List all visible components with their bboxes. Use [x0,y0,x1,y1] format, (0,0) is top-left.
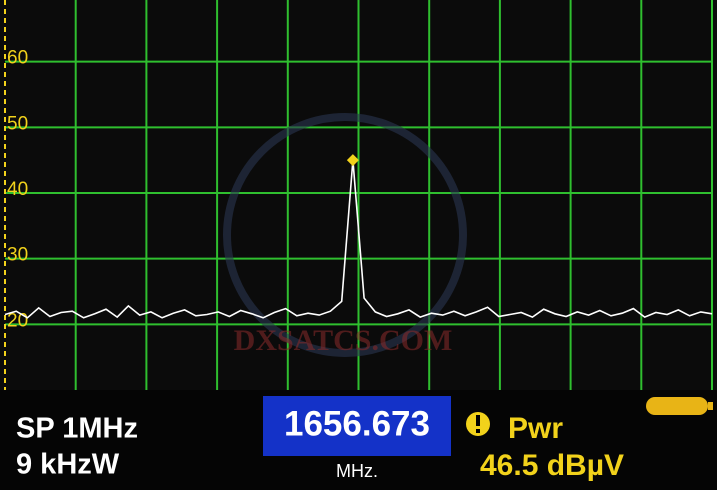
watermark-logo [223,113,467,357]
y-tick-label: 60 [7,48,28,69]
frequency: 1656.673 [284,404,430,443]
trace [4,160,713,319]
warning-icon-bar [476,415,480,426]
span-label: SP 1MHz [16,413,138,445]
watermark: DXSATCS.COM [234,324,453,357]
y-tick-label: 40 [7,179,28,200]
frequency-unit: MHz. [336,461,378,481]
battery-icon [646,397,708,415]
level: 46.5 dBµV [480,449,624,482]
measure-label: Pwr [508,412,563,445]
y-tick-label: 50 [7,113,28,134]
frequency-box [263,396,451,456]
y-tick-label: 30 [7,245,28,266]
y-tick-label: 70 [7,0,28,3]
battery-tip [708,402,713,410]
warning-icon-dot [476,429,480,433]
rbw-label: 9 kHzW [16,449,120,481]
peak-marker [346,154,359,167]
